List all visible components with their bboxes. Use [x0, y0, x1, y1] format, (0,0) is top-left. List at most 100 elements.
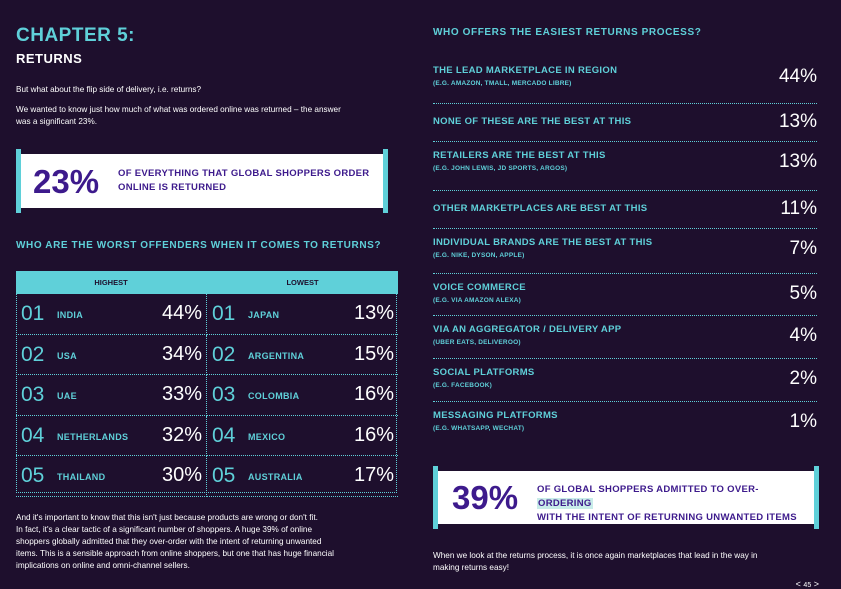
column-header-highest: HIGHEST — [16, 271, 207, 294]
highest-cell: 03 UAE 33% — [16, 374, 207, 416]
rank-number: 02 — [212, 342, 236, 366]
option-examples: (E.G. VIA AMAZON ALEXA) — [433, 297, 522, 304]
highest-cell: 02 USA 34% — [16, 334, 207, 375]
country-name: UAE — [57, 391, 77, 402]
option-label: VOICE COMMERCE — [433, 282, 526, 293]
offenders-heading: WHO ARE THE WORST OFFENDERS WHEN IT COME… — [16, 240, 382, 251]
option-percentage: 4% — [789, 325, 817, 346]
option-percentage: 13% — [778, 151, 817, 172]
table-row: 02 USA 34% 02 ARGENTINA 15% — [16, 334, 398, 375]
option-percentage: 1% — [789, 411, 817, 432]
rank-number: 04 — [212, 423, 236, 447]
country-name: INDIA — [57, 310, 83, 321]
stat-description: OF GLOBAL SHOPPERS ADMITTED TO OVER-ORDE… — [537, 484, 797, 523]
rank-number: 02 — [21, 342, 45, 366]
highest-cell: 05 THAILAND 30% — [16, 455, 207, 497]
option-label: NONE OF THESE ARE THE BEST AT THIS — [433, 116, 632, 127]
offenders-table: HIGHEST LOWEST 01 INDIA 44% 01 JAPAN 13% 02 USA… — [16, 271, 398, 497]
prev-page-icon[interactable]: < — [795, 579, 801, 589]
option-percentage: 5% — [789, 283, 817, 304]
return-percentage: 30% — [161, 464, 202, 487]
table-row: 04 NETHERLANDS 32% 04 MEXICO 16% — [16, 415, 398, 456]
rank-number: 05 — [21, 464, 45, 488]
option-label: THE LEAD MARKETPLACE IN REGION — [433, 65, 618, 76]
return-percentage: 34% — [161, 342, 202, 365]
option-examples: (E.G. AMAZON, TMALL, MERCADO LIBRE) — [433, 80, 572, 87]
country-name: MEXICO — [248, 431, 286, 442]
option-percentage: 7% — [789, 238, 817, 259]
return-percentage: 15% — [353, 342, 394, 365]
option-label: RETAILERS ARE THE BEST AT THIS — [433, 150, 606, 161]
list-item: THE LEAD MARKETPLACE IN REGION (E.G. AMAZ… — [433, 58, 817, 104]
option-percentage: 2% — [789, 368, 817, 389]
rank-number: 03 — [212, 383, 236, 407]
country-name: USA — [57, 350, 77, 361]
return-percentage: 16% — [353, 383, 394, 406]
chapter-title: CHAPTER 5: — [16, 25, 136, 46]
return-percentage: 16% — [353, 423, 394, 446]
return-percentage: 13% — [353, 302, 394, 325]
rank-number: 01 — [21, 302, 45, 326]
option-examples: (E.G. NIKE, DYSON, APPLE) — [433, 252, 525, 259]
option-examples: (E.G. WHATSAPP, WECHAT) — [433, 425, 525, 432]
option-percentage: 13% — [778, 111, 817, 132]
intro-paragraph-1: But what about the flip side of delivery… — [16, 85, 202, 94]
stat-callout-23: 23% OF EVERYTHING THAT GLOBAL SHOPPERS O… — [16, 149, 388, 213]
option-label: SOCIAL PLATFORMS — [433, 367, 535, 378]
list-item: RETAILERS ARE THE BEST AT THIS (E.G. JOHN… — [433, 143, 817, 191]
callout-bar-right — [814, 466, 819, 529]
country-name: ARGENTINA — [248, 350, 305, 361]
option-examples: (E.G. FACEBOOK) — [433, 382, 492, 389]
lowest-cell: 05 AUSTRALIA 17% — [206, 455, 398, 497]
option-label: INDIVIDUAL BRANDS ARE THE BEST AT THIS — [433, 237, 653, 248]
callout-bar-left — [16, 149, 21, 213]
list-item: VOICE COMMERCE (E.G. VIA AMAZON ALEXA) 5% — [433, 275, 817, 316]
table-row: 05 THAILAND 30% 05 AUSTRALIA 17% — [16, 455, 398, 497]
lowest-cell: 01 JAPAN 13% — [206, 294, 398, 335]
stat-value: 39% — [452, 479, 519, 516]
returns-heading: WHO OFFERS THE EASIEST RETURNS PROCESS? — [433, 27, 702, 38]
column-header-lowest: LOWEST — [206, 271, 398, 294]
pager: < 45 > — [796, 579, 819, 589]
list-item: NONE OF THESE ARE THE BEST AT THIS 13% — [433, 105, 817, 142]
country-name: THAILAND — [57, 472, 106, 483]
list-item: VIA AN AGGREGATOR / DELIVERY APP (UBER EA… — [433, 317, 817, 359]
list-item: SOCIAL PLATFORMS (E.G. FACEBOOK) 2% — [433, 360, 817, 402]
option-examples: (E.G. JOHN LEWIS, JD SPORTS, ARGOS) — [433, 165, 568, 172]
return-percentage: 44% — [161, 302, 202, 325]
option-label: MESSAGING PLATFORMS — [433, 410, 558, 421]
return-percentage: 17% — [353, 464, 394, 487]
highest-cell: 01 INDIA 44% — [16, 294, 207, 335]
rank-number: 01 — [212, 302, 236, 326]
option-label: OTHER MARKETPLACES ARE BEST AT THIS — [433, 203, 648, 214]
table-row: 03 UAE 33% 03 COLOMBIA 16% — [16, 374, 398, 416]
page-title: RETURNS — [16, 51, 83, 66]
rank-number: 05 — [212, 464, 236, 488]
country-name: JAPAN — [248, 310, 280, 321]
stat-value: 23% — [33, 163, 100, 200]
rank-number: 04 — [21, 423, 45, 447]
stat-description: OF EVERYTHING THAT GLOBAL SHOPPERS ORDER… — [118, 168, 370, 193]
table-row: 01 INDIA 44% 01 JAPAN 13% — [16, 294, 398, 335]
country-name: AUSTRALIA — [248, 472, 303, 483]
option-percentage: 11% — [780, 198, 817, 219]
lowest-cell: 03 COLOMBIA 16% — [206, 374, 398, 416]
list-item: OTHER MARKETPLACES ARE BEST AT THIS 11% — [433, 192, 817, 229]
page-number: 45 — [803, 582, 812, 589]
country-name: NETHERLANDS — [57, 431, 129, 442]
next-page-icon[interactable]: > — [813, 579, 819, 589]
option-label: VIA AN AGGREGATOR / DELIVERY APP — [433, 324, 622, 335]
callout-bar-right — [383, 149, 388, 213]
rank-number: 03 — [21, 383, 45, 407]
intro-paragraph-2: We wanted to know just how much of what … — [16, 105, 341, 126]
list-item: INDIVIDUAL BRANDS ARE THE BEST AT THIS (E… — [433, 230, 817, 274]
list-item: MESSAGING PLATFORMS (E.G. WHATSAPP, WECHA… — [433, 403, 817, 443]
lowest-cell: 02 ARGENTINA 15% — [206, 334, 398, 375]
outro-left-paragraph: And it's important to know that this isn… — [16, 513, 334, 570]
return-percentage: 32% — [161, 423, 202, 446]
highest-cell: 04 NETHERLANDS 32% — [16, 415, 207, 456]
option-percentage: 44% — [778, 66, 817, 87]
lowest-cell: 04 MEXICO 16% — [206, 415, 398, 456]
outro-right-paragraph: When we look at the returns process, it … — [433, 551, 758, 572]
highlighted-word: ORDERING — [537, 498, 593, 509]
